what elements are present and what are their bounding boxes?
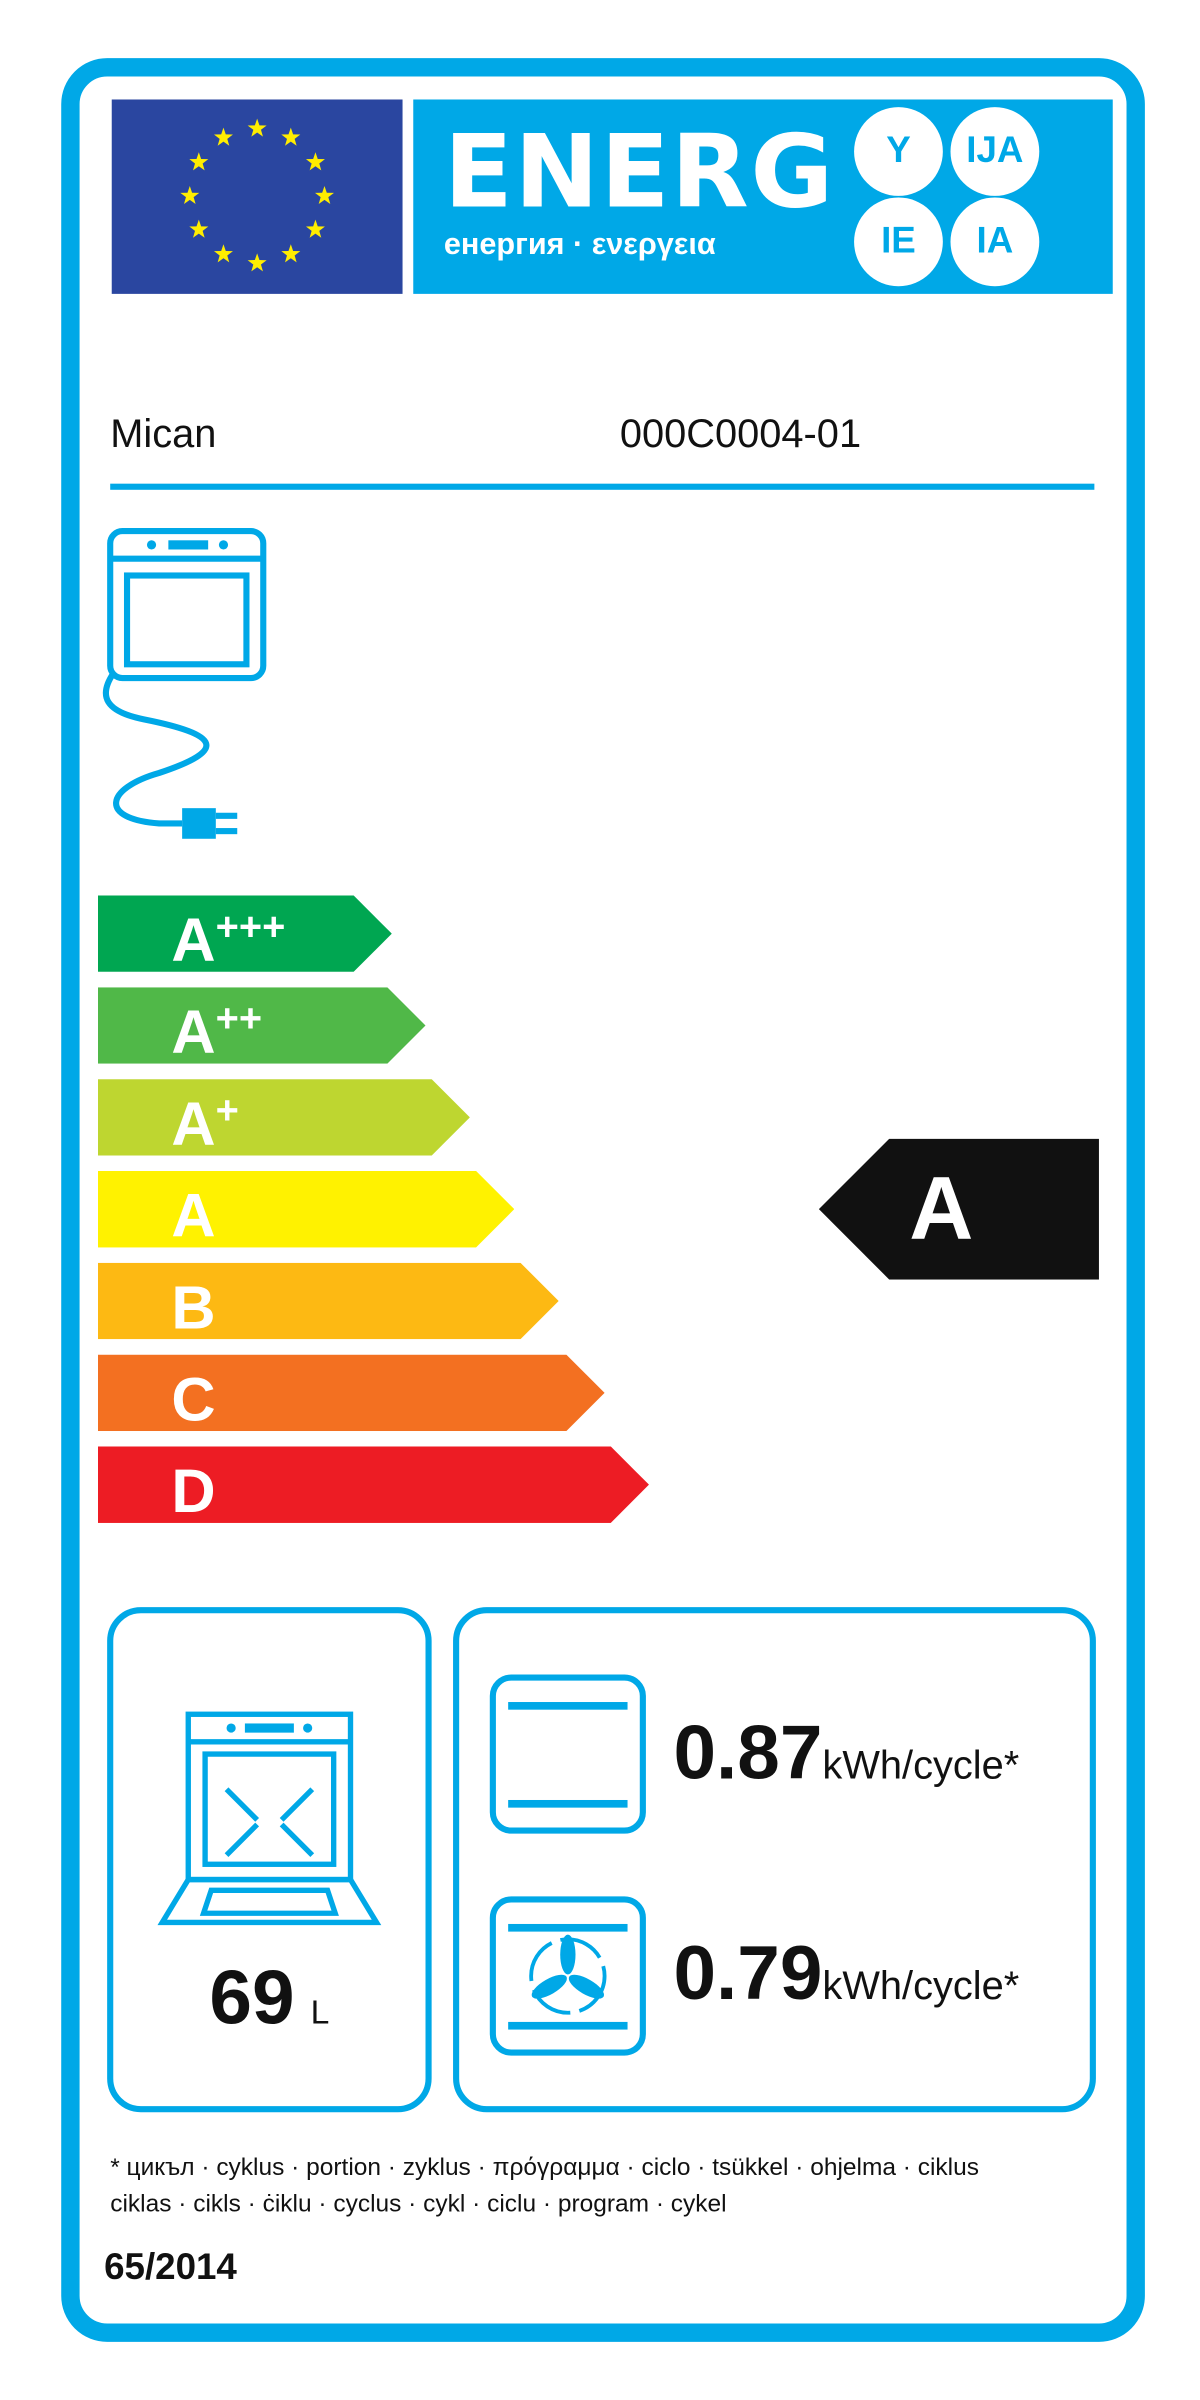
consumption-panel: 0.87kWh/cycle* 0.79kWh/cycle* [453,1607,1096,2113]
scale-bar-label: B [98,1255,216,1347]
scale-bar-appp: A+++ [98,895,392,972]
model-identifier: 000C0004-01 [619,410,862,457]
class-letter: C [171,1366,216,1435]
regulation-number: 65/2014 [104,2246,237,2289]
class-plus: ++ [215,994,263,1041]
consumption-fan: 0.79kWh/cycle* [673,1929,1019,2018]
class-plus: +++ [215,903,286,949]
suffix-circle: Y [854,107,943,196]
star-icon [189,152,209,171]
class-letter: A [171,1091,216,1159]
consumption-conventional: 0.87kWh/cycle* [673,1708,1019,1797]
class-letter: D [171,1458,216,1527]
rating-arrow: A [818,1138,1099,1280]
electric-oven-icon [102,528,267,839]
class-plus: + [215,1086,239,1133]
volume-panel: 69 L [107,1607,432,2113]
volume-value: 69 [209,1954,295,2041]
consumption-unit: kWh/cycle* [822,1741,1020,1788]
label-frame [61,58,1145,2342]
class-letter: A [171,907,216,975]
rating-letter: A [909,1158,974,1259]
conventional-heating-icon [489,1674,646,1834]
consumption-value: 0.87 [673,1709,823,1796]
star-icon [180,185,200,205]
star-icon [305,219,325,238]
consumption-value: 0.79 [673,1930,823,2016]
scale-bar-b: B [98,1263,559,1340]
volume-unit: L [310,1992,330,2032]
star-icon [314,185,334,205]
scale-bar-d: D [98,1446,649,1523]
scale-bar-label: A+++ [98,888,285,980]
energy-banner: ENERG енергия · ενεργεια Y IJA IE IA [413,99,1113,294]
scale-bar-label: A [98,1163,216,1255]
star-icon [213,127,233,146]
class-letter: A [171,1183,216,1251]
energy-title: ENERG [443,113,835,232]
scale-bar-label: A++ [98,980,262,1072]
divider [110,483,1095,490]
star-icon [189,219,209,238]
scale-bar-label: D [98,1439,216,1531]
oven-cavity-volume-icon [157,1711,382,1926]
star-icon [247,253,267,272]
star-icon [305,152,325,171]
suffix-circle: IA [950,197,1040,287]
star-icon [247,118,267,137]
scale-bar-label: A+ [98,1071,239,1163]
suffix-circle: IJA [950,107,1040,196]
scale-bar-a: A [98,1171,514,1248]
footnote-line-1: * цикъл · cyklus · portion · zyklus · πρ… [110,2155,979,2182]
eu-flag-icon [111,99,403,294]
suffix-circle: IE [854,197,943,287]
fan-forced-heating-icon [489,1896,646,2056]
class-letter: A [171,999,216,1067]
eu-stars [180,118,334,272]
footnote-line-2: ciklas · cikls · ċiklu · cyclus · cykl ·… [110,2191,727,2218]
supplier-name: Mican [110,410,217,457]
scale-bar-app: A++ [98,987,426,1064]
scale-bar-ap: A+ [98,1079,470,1156]
star-icon [213,244,233,263]
energy-subtitle: енергия · ενεργεια [443,228,716,262]
star-icon [281,244,301,263]
volume-readout: 69 L [113,1953,425,2042]
class-letter: B [171,1274,216,1343]
scale-bar-c: C [98,1355,605,1432]
consumption-unit: kWh/cycle* [822,1962,1020,2009]
star-icon [281,127,301,146]
scale-bar-label: C [98,1347,216,1439]
